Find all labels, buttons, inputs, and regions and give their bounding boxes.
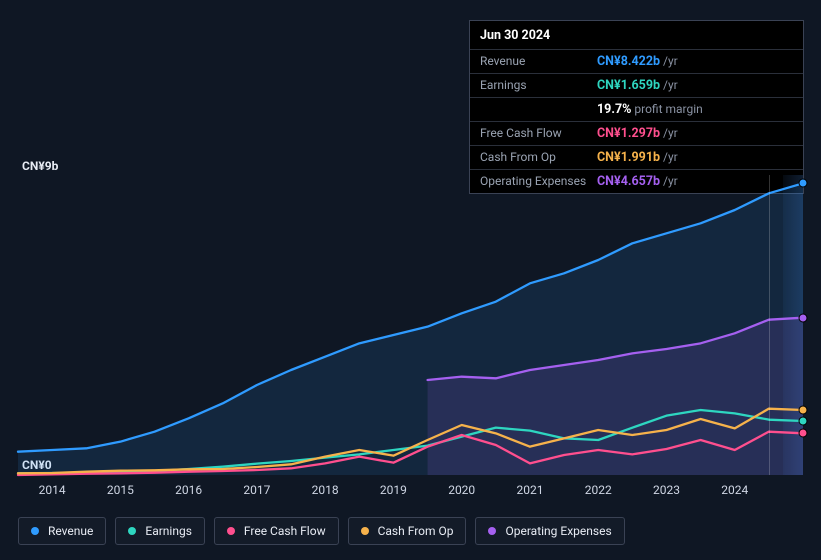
legend-dot-icon [488, 527, 496, 535]
xaxis-tick: 2020 [448, 483, 475, 497]
series-end-marker [799, 179, 808, 188]
xaxis-tick: 2014 [39, 483, 66, 497]
xaxis-tick: 2016 [175, 483, 202, 497]
tooltip-unit: /yr [663, 150, 678, 164]
legend-dot-icon [128, 527, 136, 535]
chart-tooltip: Jun 30 2024 Revenue CN¥8.422b /yr Earnin… [469, 20, 804, 194]
legend-item-cash-from-op[interactable]: Cash From Op [348, 517, 467, 545]
legend-item-operating-expenses[interactable]: Operating Expenses [475, 517, 624, 545]
xaxis-tick: 2019 [380, 483, 407, 497]
xaxis-tick: 2015 [107, 483, 134, 497]
tooltip-value: CN¥1.297b [597, 126, 660, 141]
tooltip-value: CN¥1.991b [597, 150, 660, 165]
chart-svg [18, 175, 803, 475]
tooltip-unit: profit margin [634, 102, 702, 116]
legend-item-free-cash-flow[interactable]: Free Cash Flow [214, 517, 339, 545]
tooltip-row: Revenue CN¥8.422b /yr [470, 49, 803, 73]
tooltip-label: Revenue [480, 54, 597, 68]
xaxis-tick: 2017 [243, 483, 270, 497]
series-end-marker [799, 429, 808, 438]
xaxis-tick: 2023 [653, 483, 680, 497]
hover-guide-line [769, 175, 770, 475]
legend-label: Operating Expenses [505, 524, 611, 538]
tooltip-unit: /yr [663, 126, 678, 140]
tooltip-value: CN¥1.659b [597, 78, 660, 93]
legend-dot-icon [31, 527, 39, 535]
legend-label: Revenue [48, 524, 93, 538]
tooltip-row: 19.7% profit margin [470, 97, 803, 121]
xaxis-tick: 2021 [516, 483, 543, 497]
xaxis-tick: 2024 [721, 483, 748, 497]
legend-label: Cash From Op [378, 524, 454, 538]
xaxis-tick: 2018 [312, 483, 339, 497]
legend-label: Free Cash Flow [244, 524, 326, 538]
tooltip-value: 19.7% [597, 102, 631, 117]
series-end-marker [799, 417, 808, 426]
tooltip-date: Jun 30 2024 [470, 21, 803, 49]
chart-plot-area[interactable] [18, 175, 803, 475]
tooltip-row: Free Cash Flow CN¥1.297b /yr [470, 121, 803, 145]
legend-item-revenue[interactable]: Revenue [18, 517, 106, 545]
series-end-marker [799, 313, 808, 322]
legend-item-earnings[interactable]: Earnings [115, 517, 205, 545]
tooltip-unit: /yr [663, 54, 678, 68]
legend-label: Earnings [145, 524, 192, 538]
xaxis: 2014 2015 2016 2017 2018 2019 2020 2021 2022 2023… [18, 483, 803, 499]
legend: Revenue Earnings Free Cash Flow Cash Fro… [18, 517, 625, 545]
series-end-marker [799, 406, 808, 415]
legend-dot-icon [227, 527, 235, 535]
tooltip-label: Earnings [480, 78, 597, 92]
tooltip-row: Cash From Op CN¥1.991b /yr [470, 145, 803, 169]
xaxis-tick: 2022 [585, 483, 612, 497]
tooltip-value: CN¥8.422b [597, 54, 660, 69]
legend-dot-icon [361, 527, 369, 535]
tooltip-label: Free Cash Flow [480, 126, 597, 140]
tooltip-label: Cash From Op [480, 150, 597, 164]
tooltip-row: Earnings CN¥1.659b /yr [470, 73, 803, 97]
yaxis-tick-top: CN¥9b [22, 159, 58, 173]
tooltip-unit: /yr [663, 78, 678, 92]
